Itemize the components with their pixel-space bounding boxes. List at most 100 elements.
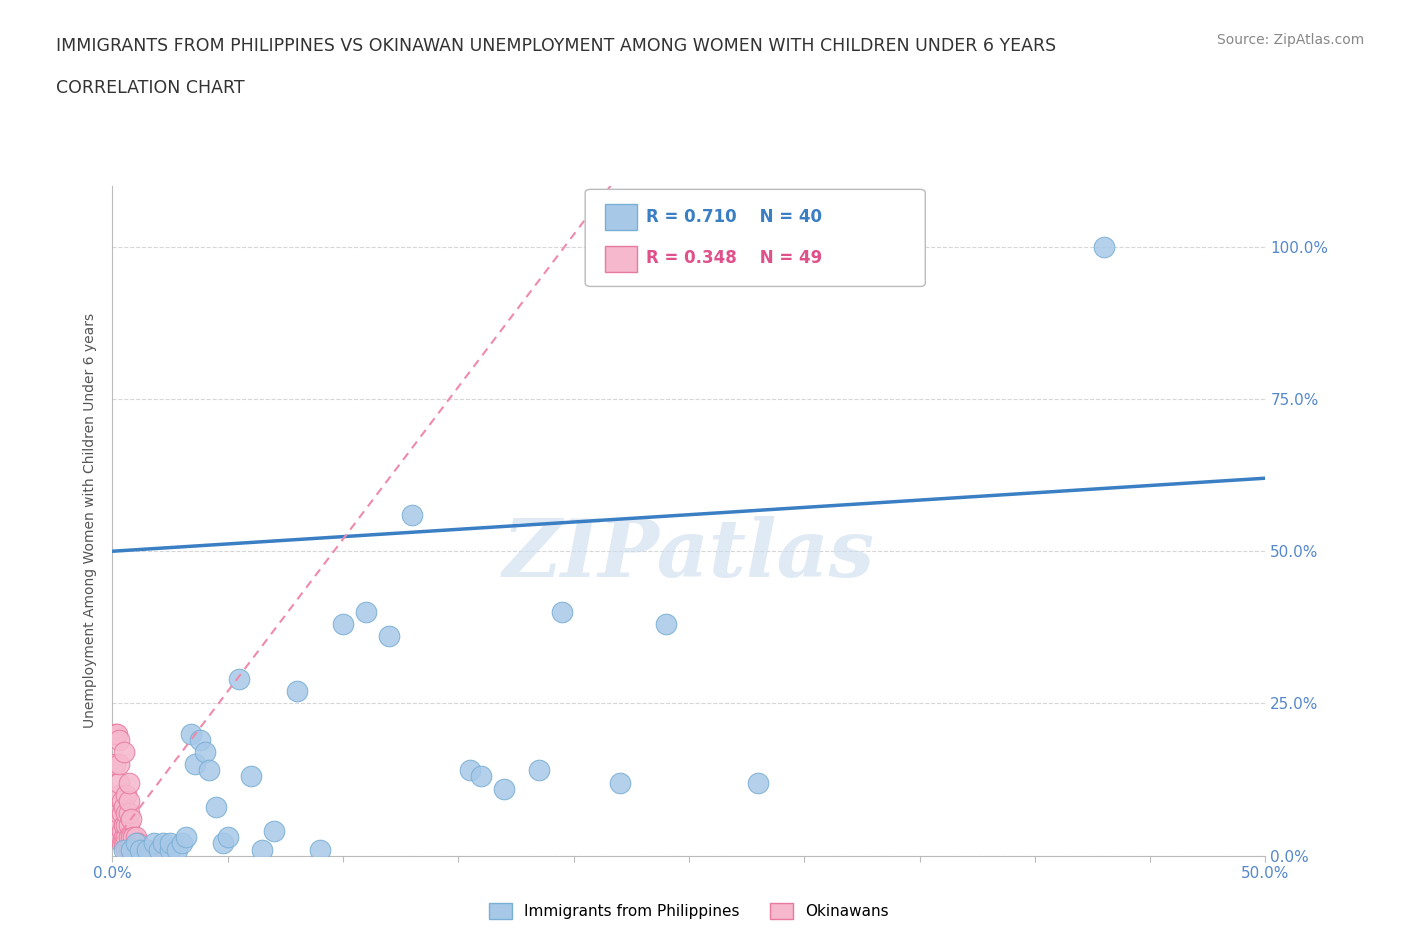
Text: R = 0.348    N = 49: R = 0.348 N = 49 [647,249,823,267]
Point [129,842,152,857]
Point [115,805,138,820]
Point [217,830,239,844]
Point [115,817,138,832]
Point [112,745,135,760]
Point [228,671,250,686]
Text: Source: ZipAtlas.com: Source: ZipAtlas.com [1216,33,1364,46]
Point [143,836,166,851]
Point [108,817,131,832]
Point [120,842,142,857]
FancyBboxPatch shape [585,190,925,286]
Point [198,763,221,777]
Point [212,836,235,851]
Point [1092,239,1115,254]
Point [108,775,131,790]
Point [111,836,134,851]
Text: R = 0.710    N = 40: R = 0.710 N = 40 [647,207,823,226]
Point [115,842,138,857]
Point [194,745,217,760]
Point [148,842,170,857]
Point [122,830,145,844]
Point [174,830,197,844]
Point [263,824,285,839]
Point [115,830,138,844]
Point [494,781,516,796]
Point [148,842,170,857]
Point [108,830,131,844]
Point [108,788,131,803]
Point [166,842,188,857]
Point [117,775,139,790]
Point [117,805,139,820]
Point [551,604,574,619]
Point [655,617,678,631]
Point [111,824,134,839]
Point [124,830,146,844]
Point [136,842,159,857]
Point [131,842,153,857]
Point [309,842,332,857]
Point [112,800,135,815]
Point [112,830,135,844]
Point [104,757,127,772]
Text: ZIPatlas: ZIPatlas [503,515,875,593]
Point [108,805,131,820]
Point [134,842,156,857]
Point [120,830,142,844]
Point [115,788,138,803]
Y-axis label: Unemployment Among Women with Children Under 6 years: Unemployment Among Women with Children U… [83,313,97,728]
Point [117,817,139,832]
Point [117,830,139,844]
Point [159,842,181,857]
Point [159,836,181,851]
Point [470,769,492,784]
Bar [605,246,637,272]
Point [111,793,134,808]
Point [105,812,128,827]
Point [104,726,127,741]
Point [401,507,423,522]
Point [127,842,149,857]
Point [458,763,481,777]
Legend: Immigrants from Philippines, Okinawans: Immigrants from Philippines, Okinawans [482,897,896,925]
Text: CORRELATION CHART: CORRELATION CHART [56,79,245,97]
Point [180,726,202,741]
Point [205,800,228,815]
Point [152,836,174,851]
Bar [605,204,637,230]
Point [105,726,128,741]
Point [122,842,145,857]
Point [112,817,135,832]
Point [188,733,211,748]
Point [609,775,631,790]
Point [138,842,160,857]
Point [354,604,377,619]
Point [120,842,142,857]
Point [252,842,274,857]
Point [143,842,166,857]
Point [117,842,139,857]
Point [112,836,135,851]
Point [127,836,149,851]
Point [111,805,134,820]
Point [184,757,207,772]
Point [124,842,146,857]
Point [108,757,131,772]
Point [170,836,193,851]
Point [105,817,128,832]
Point [747,775,769,790]
Point [120,812,142,827]
Point [129,842,152,857]
Point [136,842,159,857]
Point [527,763,550,777]
Point [239,769,262,784]
Point [124,836,146,851]
Text: IMMIGRANTS FROM PHILIPPINES VS OKINAWAN UNEMPLOYMENT AMONG WOMEN WITH CHILDREN U: IMMIGRANTS FROM PHILIPPINES VS OKINAWAN … [56,37,1056,55]
Point [117,793,139,808]
Point [378,629,401,644]
Point [285,684,308,698]
Point [108,733,131,748]
Point [101,824,124,839]
Point [112,842,135,857]
Point [332,617,354,631]
